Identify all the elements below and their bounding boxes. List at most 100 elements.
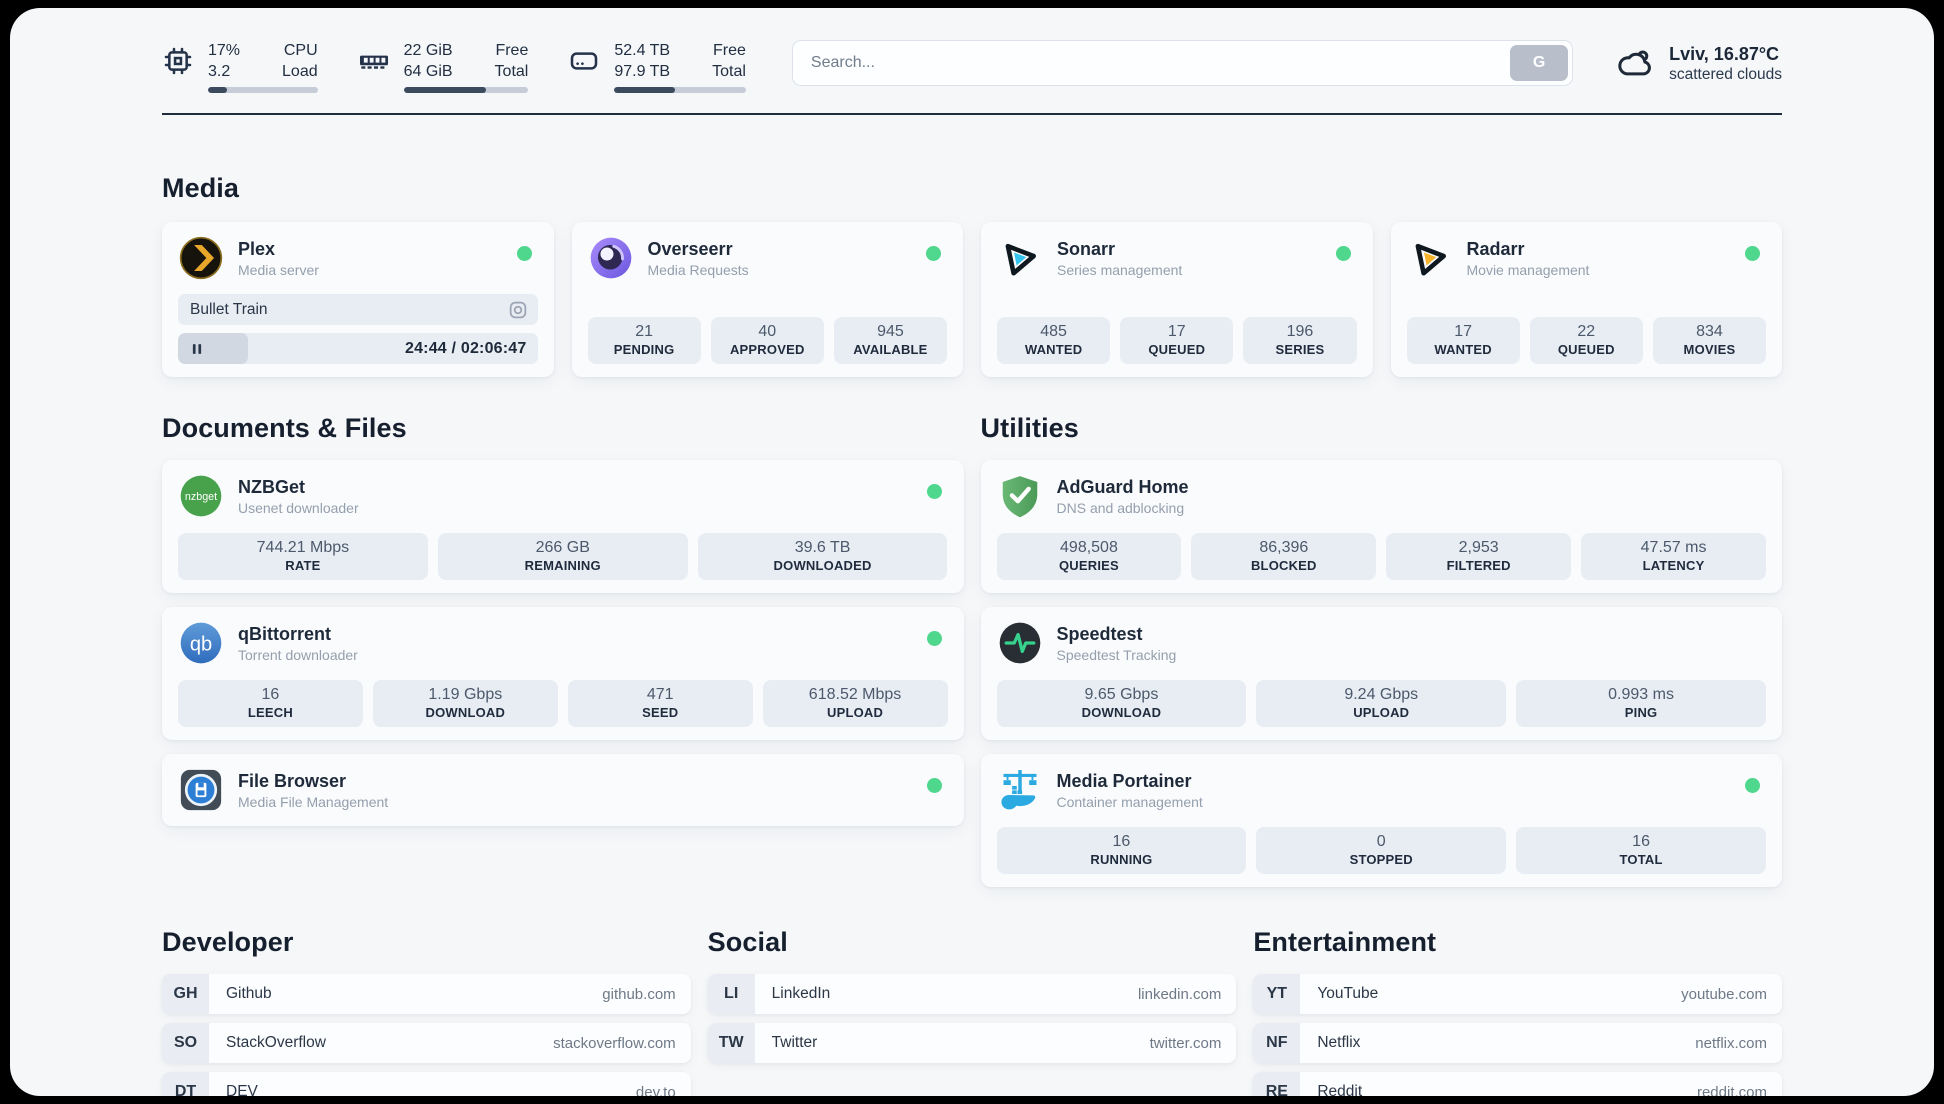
storage-total-label: Total	[712, 63, 746, 80]
storage-free-label: Free	[712, 42, 746, 59]
link-row-twitter[interactable]: TW Twitter twitter.com	[707, 1023, 1237, 1063]
now-playing-row[interactable]: Bullet Train	[178, 294, 538, 325]
stat-series: 196 SERIES	[1243, 317, 1357, 364]
documents-column: Documents & Files nzbget NZBGet Usenet d…	[162, 413, 964, 887]
stat-running: 16 RUNNING	[996, 827, 1247, 874]
memory-progress-bar	[403, 87, 529, 93]
weather-location-temp: Lviv, 16.87°C	[1669, 44, 1780, 64]
stat-movies: 834 MOVIES	[1652, 317, 1767, 364]
stat-upload: 618.52 Mbps UPLOAD	[762, 680, 948, 727]
link-name: DEV	[226, 1083, 258, 1096]
link-row-dev[interactable]: DT DEV dev.to	[162, 1072, 691, 1096]
pause-icon	[188, 340, 206, 358]
app-subtitle: Media server	[238, 262, 319, 279]
app-card-radarr[interactable]: Radarr Movie management 17 WANTED 22 QUEUE…	[1390, 222, 1782, 377]
entertainment-links-column: Entertainment YT YouTube youtube.com NF …	[1253, 927, 1782, 1096]
stat-queries: 498,508 QUERIES	[996, 533, 1182, 580]
stat-download: 1.19 Gbps DOWNLOAD	[372, 680, 558, 727]
app-subtitle: Media File Management	[238, 794, 389, 811]
link-abbr: NF	[1253, 1023, 1301, 1063]
app-subtitle: Usenet downloader	[238, 500, 359, 517]
cpu-icon	[162, 45, 194, 77]
app-subtitle: Movie management	[1466, 262, 1590, 279]
radarr-icon	[1407, 235, 1453, 281]
cloud-icon	[1615, 43, 1655, 83]
status-online-dot	[926, 631, 942, 646]
nzbget-icon: nzbget	[178, 473, 224, 519]
app-title: Media Portainer	[1056, 770, 1192, 791]
cpu-usage-value: 17%	[208, 42, 241, 59]
stat-stopped: 0 STOPPED	[1256, 827, 1507, 874]
link-row-netflix[interactable]: NF Netflix netflix.com	[1253, 1023, 1782, 1063]
storage-progress-bar	[614, 87, 746, 93]
stat-available: 945 AVAILABLE	[833, 317, 948, 364]
overseerr-icon	[588, 235, 634, 281]
stat-total: 16 TOTAL	[1516, 827, 1766, 874]
svg-text:nzbget: nzbget	[185, 491, 217, 503]
link-url: twitter.com	[1149, 1034, 1222, 1052]
stat-upload: 9.24 Gbps UPLOAD	[1256, 680, 1507, 727]
link-row-github[interactable]: GH Github github.com	[162, 974, 691, 1014]
weather-widget[interactable]: Lviv, 16.87°C scattered clouds	[1615, 40, 1782, 84]
search-engine-button[interactable]: G	[1510, 45, 1569, 81]
header-divider	[162, 113, 1782, 115]
adguard-icon	[997, 473, 1043, 519]
status-online-dot	[1745, 778, 1760, 793]
link-abbr: RE	[1253, 1072, 1301, 1096]
link-abbr: GH	[162, 974, 209, 1014]
stat-filtered: 2,953 FILTERED	[1386, 533, 1572, 580]
storage-stat: 52.4 TB Free 97.9 TB Total	[568, 40, 746, 93]
link-name: YouTube	[1317, 985, 1379, 1002]
link-row-linkedin[interactable]: LI LinkedIn linkedin.com	[707, 974, 1237, 1014]
app-card-nzbget[interactable]: nzbget NZBGet Usenet downloader 744.21 M…	[162, 460, 964, 593]
app-card-sonarr[interactable]: Sonarr Series management 485 WANTED 17 QUE…	[981, 222, 1373, 377]
link-row-youtube[interactable]: YT YouTube youtube.com	[1253, 974, 1782, 1014]
app-card-portainer[interactable]: Media Portainer Container management 16 R…	[980, 754, 1782, 887]
search-input[interactable]	[791, 40, 1574, 86]
link-url: reddit.com	[1696, 1083, 1767, 1097]
app-card-qbittorrent[interactable]: qb qBittorrent Torrent downloader 16 LEEC…	[162, 607, 964, 740]
portainer-icon	[997, 767, 1043, 813]
memory-stat: 22 GiB Free 64 GiB Total	[358, 40, 529, 93]
storage-free-value: 52.4 TB	[614, 42, 671, 59]
playback-progress-bar[interactable]: 24:44 / 02:06:47	[178, 333, 538, 364]
app-subtitle: DNS and adblocking	[1056, 500, 1185, 517]
app-card-plex[interactable]: Plex Media server Bullet Train 24:44 / 0…	[162, 222, 554, 377]
memory-total-label: Total	[494, 63, 529, 80]
status-online-dot	[516, 246, 532, 261]
link-row-reddit[interactable]: RE Reddit reddit.com	[1253, 1072, 1782, 1096]
section-title-media: Media	[162, 173, 240, 203]
app-card-adguard[interactable]: AdGuard Home DNS and adblocking 498,508 Q…	[980, 460, 1782, 593]
link-name: Twitter	[771, 1034, 818, 1051]
app-title: Plex	[238, 238, 276, 259]
app-subtitle: Container management	[1056, 794, 1203, 811]
link-row-stackoverflow[interactable]: SO StackOverflow stackoverflow.com	[162, 1023, 691, 1063]
link-name: Reddit	[1317, 1083, 1363, 1096]
link-abbr: TW	[707, 1023, 755, 1063]
app-card-filebrowser[interactable]: File Browser Media File Management	[162, 754, 964, 826]
app-subtitle: Media Requests	[647, 262, 749, 279]
section-title-documents: Documents & Files	[162, 413, 407, 443]
app-title: AdGuard Home	[1056, 476, 1189, 497]
link-url: dev.to	[635, 1083, 676, 1097]
stat-blocked: 86,396 BLOCKED	[1191, 533, 1377, 580]
svg-text:qb: qb	[190, 633, 212, 655]
section-title-utilities: Utilities	[980, 413, 1079, 443]
app-card-overseerr[interactable]: Overseerr Media Requests 21 PENDING 40 APP…	[571, 222, 963, 377]
app-card-speedtest[interactable]: Speedtest Speedtest Tracking 9.65 Gbps DO…	[980, 607, 1782, 740]
utilities-column: Utilities AdGuard Home DNS and adblockin…	[980, 413, 1782, 887]
ram-icon	[358, 45, 390, 77]
stat-ping: 0.993 ms PING	[1516, 680, 1766, 727]
speedtest-icon	[997, 620, 1043, 666]
link-abbr: DT	[162, 1072, 209, 1096]
qbittorrent-icon: qb	[178, 620, 224, 666]
memory-total-value: 64 GiB	[403, 63, 453, 80]
stat-leech: 16 LEECH	[178, 680, 363, 727]
link-abbr: YT	[1253, 974, 1301, 1014]
link-name: Netflix	[1317, 1034, 1361, 1051]
app-title: Radarr	[1466, 238, 1525, 259]
app-title: NZBGet	[238, 476, 305, 497]
stat-queued: 17 QUEUED	[1120, 317, 1234, 364]
cpu-load-label: Load	[282, 63, 318, 80]
media-grid: Plex Media server Bullet Train 24:44 / 0…	[162, 222, 1782, 377]
